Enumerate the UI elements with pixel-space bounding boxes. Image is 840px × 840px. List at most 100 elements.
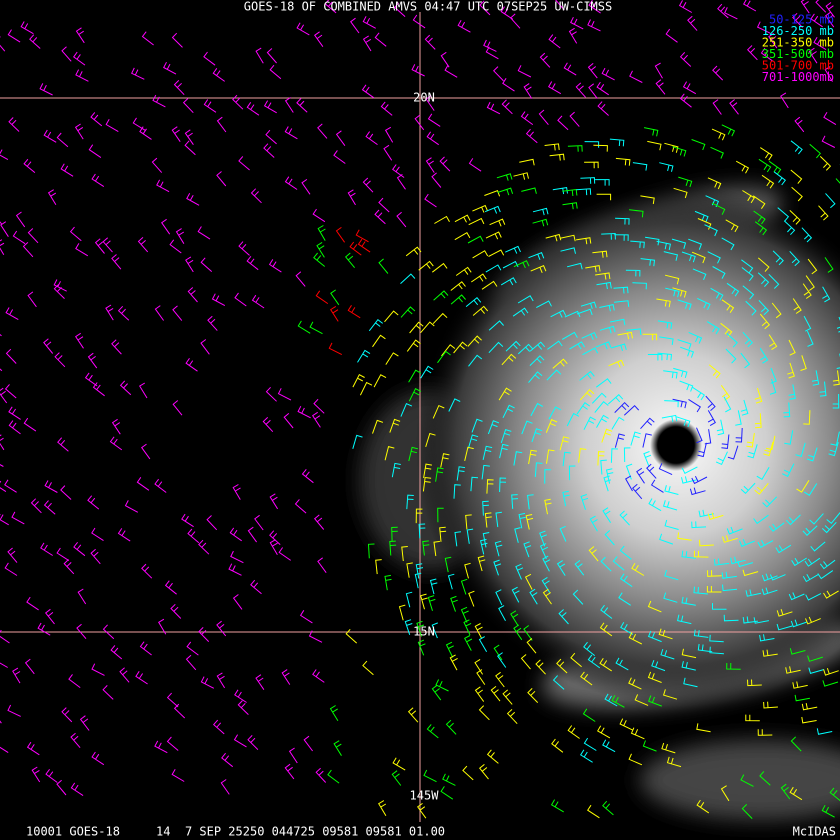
wind-barb <box>802 283 812 299</box>
wind-barb <box>246 255 259 271</box>
wind-barb <box>312 669 325 683</box>
wind-barb <box>315 290 329 305</box>
wind-barb <box>801 703 818 711</box>
wind-barb <box>785 666 801 674</box>
wind-barb <box>409 321 424 334</box>
wind-barb <box>27 291 37 308</box>
wind-barb <box>5 307 19 321</box>
wind-barb <box>152 94 166 108</box>
wind-barb <box>450 281 466 291</box>
wind-barb <box>705 395 716 411</box>
wind-barb <box>203 51 216 66</box>
wind-barb <box>161 218 171 235</box>
wind-barb <box>657 320 673 330</box>
wind-barb <box>707 512 724 521</box>
wind-barb <box>532 218 549 227</box>
wind-barb <box>111 418 121 435</box>
wind-barb <box>704 224 718 237</box>
wind-barb <box>747 679 762 687</box>
wind-barb <box>757 729 773 736</box>
wind-barb <box>634 694 649 706</box>
wind-barb <box>333 740 342 756</box>
wind-barb <box>4 562 18 576</box>
wind-barb <box>807 258 818 275</box>
wind-barb <box>7 704 21 717</box>
wind-barb <box>496 173 513 181</box>
wind-barb <box>587 63 598 79</box>
wind-barb <box>631 483 643 500</box>
wind-barb <box>611 416 625 430</box>
wind-barb <box>327 769 340 784</box>
wind-barb <box>481 464 490 480</box>
wind-barb <box>806 330 814 347</box>
wind-barb <box>821 804 835 818</box>
wind-barb <box>56 132 69 148</box>
wind-barb <box>568 465 576 481</box>
wind-barb <box>445 719 457 735</box>
wind-barb <box>408 369 422 383</box>
wind-barb <box>5 348 17 364</box>
wind-barb <box>425 432 436 448</box>
wind-barb <box>550 799 564 813</box>
wind-barb <box>620 573 633 588</box>
wind-barb <box>552 358 568 369</box>
wind-barb <box>480 538 488 555</box>
wind-barb <box>317 123 328 139</box>
wind-barb <box>221 752 234 768</box>
wind-barb <box>605 468 614 484</box>
wind-barb <box>515 563 524 580</box>
wind-barb <box>576 188 592 196</box>
wind-barb <box>614 433 625 448</box>
wind-barb <box>783 220 796 236</box>
wind-barb <box>643 127 659 137</box>
wind-barb <box>825 193 836 209</box>
wind-barb <box>542 555 551 572</box>
wind-barb <box>11 511 25 525</box>
wind-barb <box>741 259 754 274</box>
wind-barb <box>154 478 167 493</box>
wind-barb <box>501 353 517 366</box>
wind-barb <box>697 643 713 653</box>
wind-barb <box>615 157 631 166</box>
wind-barb <box>365 131 378 146</box>
wind-barb <box>47 189 57 205</box>
wind-barb <box>768 334 778 351</box>
wind-barb <box>745 300 757 316</box>
wind-barb <box>689 487 706 496</box>
wind-barb <box>823 590 839 599</box>
wind-barb <box>389 540 397 556</box>
wind-barb <box>610 318 626 326</box>
wind-barb <box>471 273 487 283</box>
wind-barb <box>628 753 643 766</box>
wind-barb <box>691 251 706 264</box>
wind-barb <box>788 592 805 601</box>
wind-barb <box>393 2 406 17</box>
wind-barb <box>408 446 419 462</box>
wind-barb <box>760 47 774 62</box>
wind-barb <box>478 705 490 721</box>
wind-barb <box>8 420 21 435</box>
wind-barb <box>414 572 422 589</box>
wind-barb <box>542 588 552 605</box>
wind-barb <box>601 428 613 443</box>
wind-barb <box>713 558 730 566</box>
wind-barb <box>792 298 802 314</box>
wind-barb <box>691 139 706 151</box>
wind-barb <box>721 299 735 313</box>
wind-barb <box>465 296 482 307</box>
wind-barb <box>350 17 360 34</box>
wind-barb <box>439 526 447 542</box>
wind-barb <box>704 429 712 445</box>
wind-barb <box>200 339 210 355</box>
wind-barb <box>752 195 766 209</box>
wind-barb <box>501 99 513 115</box>
wind-barb <box>630 240 645 249</box>
wind-barb <box>776 609 793 617</box>
wind-barb <box>60 485 72 500</box>
wind-barb <box>682 81 697 95</box>
wind-barb <box>90 112 103 127</box>
wind-barb <box>251 294 265 309</box>
wind-barb <box>666 756 682 768</box>
wind-barb <box>788 339 796 356</box>
wind-barb <box>314 31 324 47</box>
